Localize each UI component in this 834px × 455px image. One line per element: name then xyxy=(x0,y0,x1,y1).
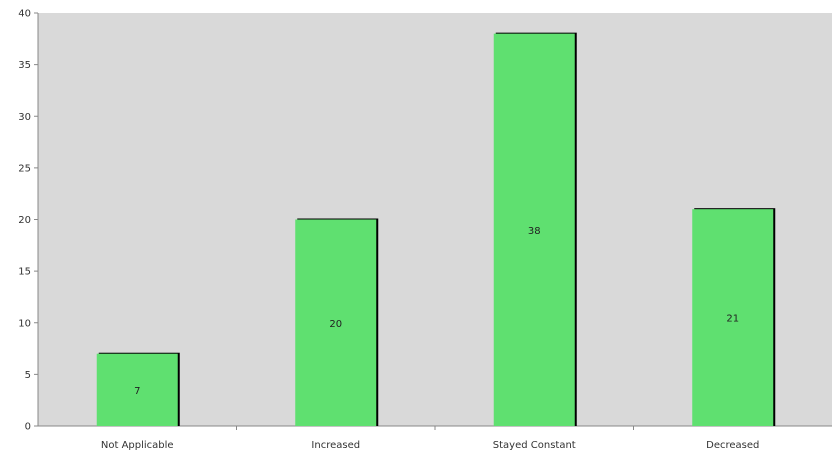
bar-decreased xyxy=(692,209,774,426)
y-tick-label: 25 xyxy=(18,163,31,174)
bar-value-label: 20 xyxy=(329,319,342,330)
x-category-label: Stayed Constant xyxy=(493,440,576,451)
y-tick-label: 20 xyxy=(18,215,31,226)
y-tick-label: 40 xyxy=(18,9,31,20)
x-axis: Not Applicable Increased Stayed Constant De… xyxy=(38,425,832,451)
y-tick-label: 30 xyxy=(18,112,31,123)
bars xyxy=(96,32,776,427)
y-tick-label: 0 xyxy=(25,422,31,433)
y-tick-label: 15 xyxy=(18,267,31,278)
bar-value-label: 7 xyxy=(134,386,140,397)
data-labels: 7 20 38 21 xyxy=(134,226,739,397)
bar-stayed-constant xyxy=(493,33,575,427)
x-category-label: Increased xyxy=(311,440,360,451)
bar-not-applicable xyxy=(96,353,178,426)
bar-value-label: 21 xyxy=(726,314,739,325)
x-category-label: Not Applicable xyxy=(101,440,174,451)
y-tick-label: 5 xyxy=(25,370,31,381)
y-axis: 0 5 10 15 20 25 30 35 40 xyxy=(18,9,39,433)
bar-increased xyxy=(295,219,377,426)
y-tick-label: 10 xyxy=(18,318,31,329)
bar-value-label: 38 xyxy=(528,226,541,237)
x-category-label: Decreased xyxy=(706,440,759,451)
y-tick-label: 35 xyxy=(18,60,31,71)
